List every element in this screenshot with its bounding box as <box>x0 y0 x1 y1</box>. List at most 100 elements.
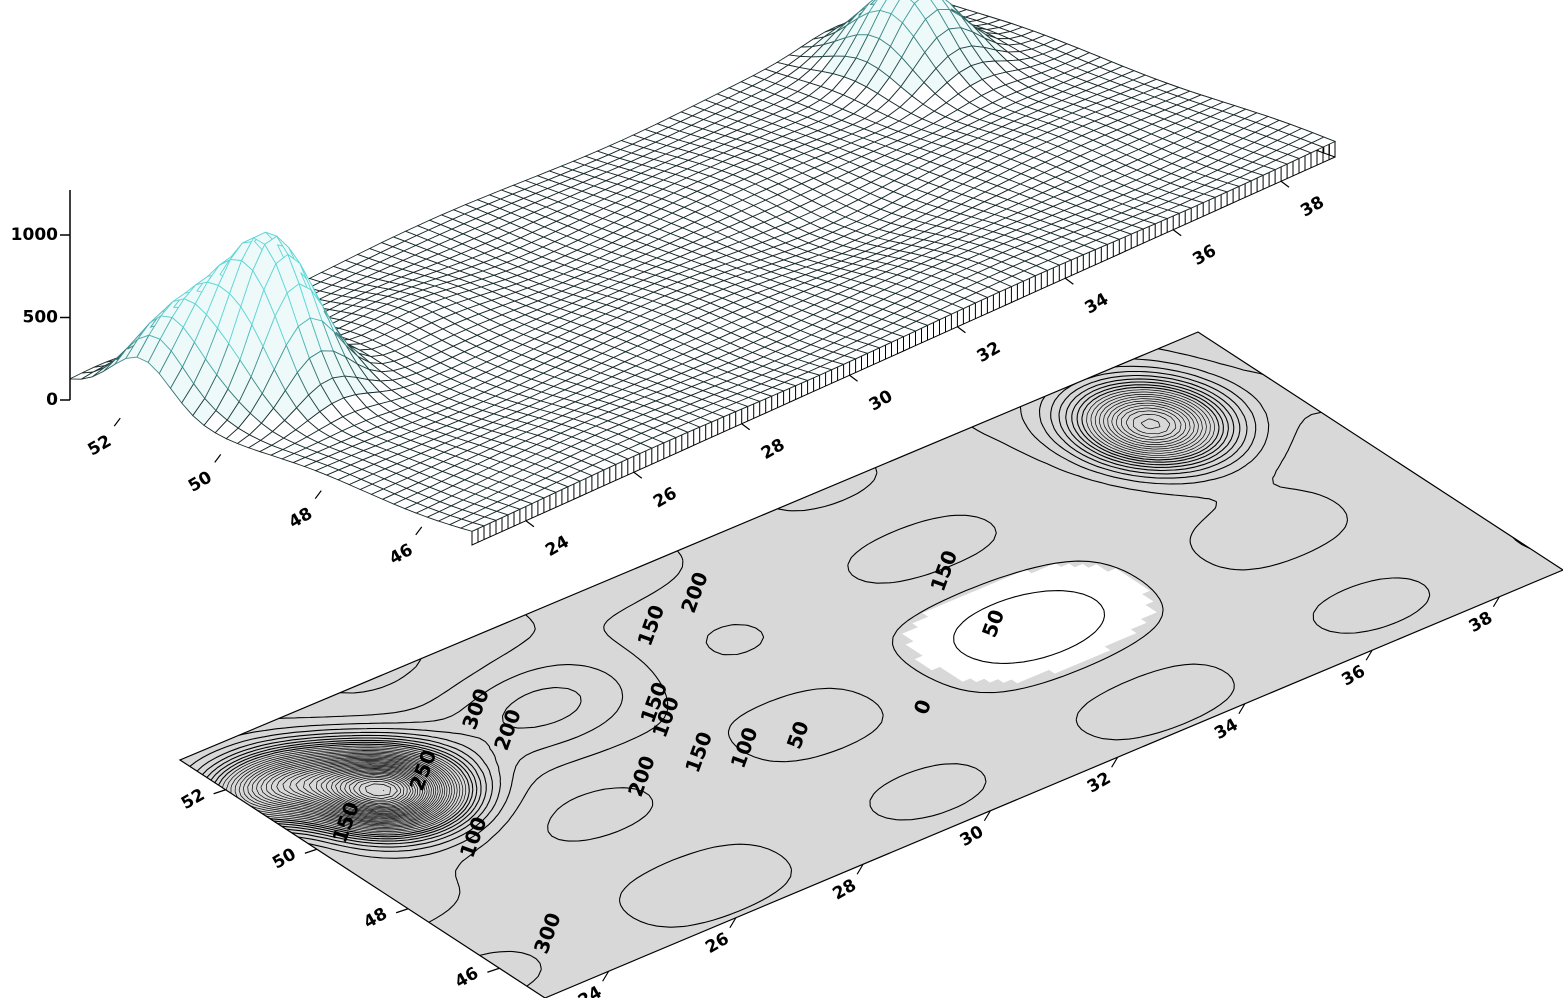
contour-line <box>303 765 428 814</box>
x-axis-tick-label: 34 <box>1082 289 1113 318</box>
contour-line <box>335 772 414 807</box>
contour-line <box>189 365 1257 852</box>
contour-line <box>330 771 416 808</box>
surface-mesh <box>69 0 1337 532</box>
contour-line <box>271 418 1161 820</box>
z-axis-tick-label: 0 <box>46 390 58 410</box>
contour-line <box>260 410 1177 822</box>
x-axis-tick <box>633 471 643 479</box>
y-axis-tick <box>415 526 423 536</box>
contour-line <box>202 374 1241 845</box>
z-axis-tick-label: 500 <box>23 308 59 328</box>
contour-line <box>353 778 402 801</box>
x-axis-tick <box>729 917 737 929</box>
x-axis-tick-label: 36 <box>1338 661 1369 690</box>
x-axis-tick-label: 28 <box>758 435 789 464</box>
contour-line <box>210 381 1229 840</box>
y-axis-tick-label: 50 <box>185 467 216 496</box>
contour-line <box>222 389 1215 834</box>
y-axis-tick-label: 48 <box>360 904 391 933</box>
contour-frame <box>178 331 1563 998</box>
x-axis-tick <box>1365 649 1373 661</box>
contour-line <box>243 400 1195 827</box>
contour-line <box>344 775 408 804</box>
contour-line <box>320 769 421 811</box>
y-axis-tick <box>214 454 222 463</box>
x-axis-tick-label: 28 <box>829 875 860 904</box>
contour-line <box>265 414 1171 821</box>
x-axis-tick <box>602 970 610 982</box>
contour-line <box>256 407 1182 823</box>
y-axis-tick <box>304 848 318 854</box>
x-axis-tick <box>957 326 966 334</box>
y-axis-tick <box>487 967 500 973</box>
x-axis-tick <box>1064 277 1074 285</box>
x-axis-tick <box>983 810 991 822</box>
contour-line <box>214 384 1224 838</box>
y-axis-tick <box>213 789 226 795</box>
x-axis-tick <box>849 374 858 382</box>
contour-plot-area <box>178 331 1563 998</box>
contour-line <box>238 358 1270 859</box>
contour-line <box>340 467 1431 987</box>
x-axis-tick-label: 36 <box>1189 241 1220 270</box>
x-axis-tick <box>741 423 751 431</box>
x-axis-tick-label: 30 <box>957 822 988 851</box>
x-axis-tick-label: 30 <box>866 386 897 415</box>
x-axis-tick <box>1492 596 1500 608</box>
x-axis-tick <box>856 863 864 875</box>
contour-line <box>276 761 437 819</box>
y-axis-tick-label: 50 <box>269 844 300 873</box>
x-axis-tick-label: 38 <box>1297 192 1328 221</box>
contour-line <box>282 762 434 818</box>
contour-line <box>238 398 1199 828</box>
y-axis-tick-label: 52 <box>84 431 115 460</box>
x-axis-tick-label: 24 <box>575 982 606 998</box>
mesh-cell <box>868 0 887 14</box>
y-axis-tick <box>113 417 121 427</box>
contour-line <box>218 386 1220 836</box>
contour-line <box>953 590 1106 664</box>
y-axis-tick-label: 48 <box>285 504 316 533</box>
y-axis-tick-label: 52 <box>178 785 209 814</box>
contour-low-region <box>902 563 1157 684</box>
x-axis-tick-label: 34 <box>1211 715 1242 744</box>
x-axis-tick-label: 26 <box>702 929 733 958</box>
contour-line <box>339 774 411 806</box>
x-axis-tick-label: 38 <box>1466 608 1497 637</box>
contour-line <box>308 766 426 813</box>
contour-line <box>234 396 1203 830</box>
x-axis-tick-label: 32 <box>1084 768 1115 797</box>
contour-line <box>278 348 1530 928</box>
y-axis-tick-label: 46 <box>386 540 417 569</box>
x-axis-tick <box>1238 703 1246 715</box>
z-axis-tick-label: 1000 <box>11 225 58 245</box>
x-axis-tick <box>525 520 535 528</box>
contour-line <box>295 764 430 815</box>
y-axis-tick <box>314 490 322 499</box>
y-axis-tick-label: 46 <box>452 963 483 992</box>
y-axis-tick <box>395 908 409 914</box>
x-axis-tick-label: 26 <box>650 483 681 512</box>
contour-line <box>358 781 398 799</box>
mesh-cell <box>1310 136 1337 148</box>
x-axis-tick <box>1111 756 1119 768</box>
contour-line <box>206 378 1235 842</box>
x-axis-tick <box>1280 180 1290 188</box>
mesh-cell <box>910 0 920 4</box>
contour-line <box>326 770 419 810</box>
contour-line <box>196 370 1248 848</box>
contour-line <box>226 391 1211 832</box>
contour-lines <box>189 348 1530 987</box>
contour-line <box>247 402 1191 826</box>
x-axis-tick-label: 32 <box>974 338 1005 367</box>
contour-line <box>251 405 1187 824</box>
contour-line <box>348 777 405 803</box>
x-axis-tick-label: 24 <box>542 532 573 561</box>
contour-line <box>289 763 432 817</box>
contour-line <box>365 783 392 797</box>
contour-line <box>230 394 1207 831</box>
contour-line <box>315 768 423 812</box>
